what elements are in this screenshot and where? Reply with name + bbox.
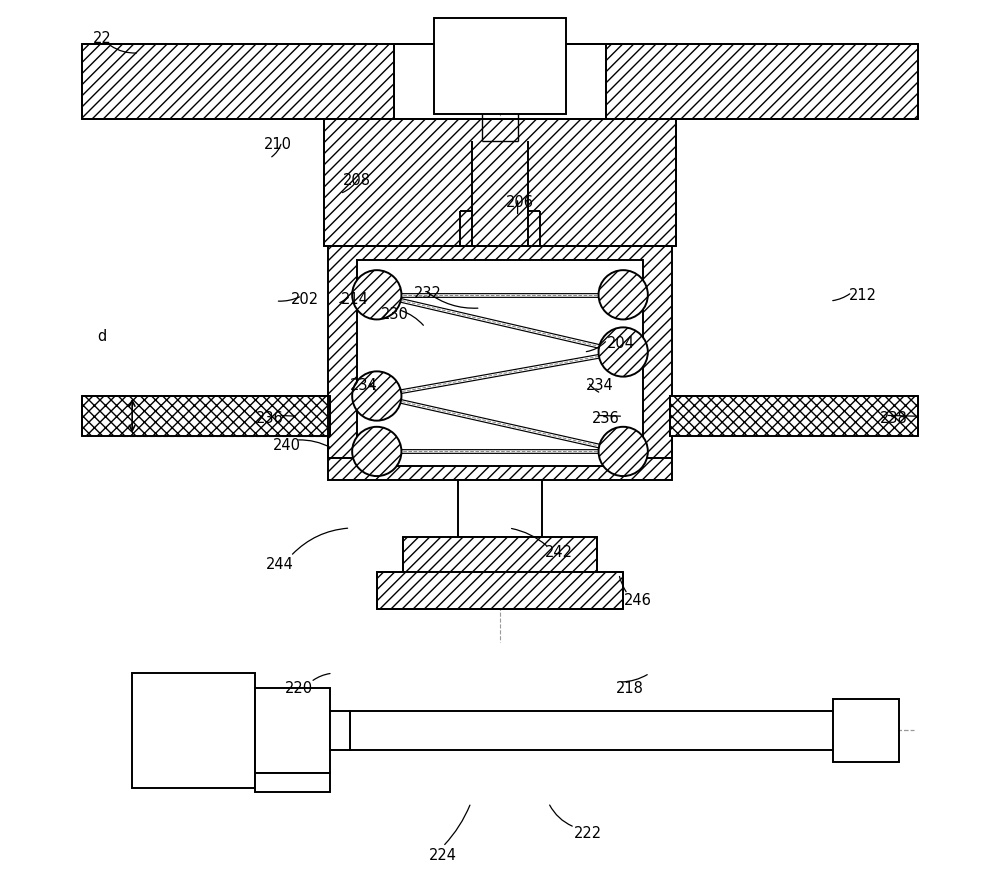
Bar [670,396,918,436]
Circle shape [599,327,648,377]
Text: d: d [98,328,107,344]
Bar [377,572,623,609]
Text: 212: 212 [849,288,877,304]
Text: 230: 230 [380,306,408,322]
Text: 222: 222 [574,825,602,841]
Text: 244: 244 [266,557,294,573]
Bar [82,44,394,119]
Circle shape [599,270,648,319]
Bar [434,18,566,114]
Text: 208: 208 [343,172,371,188]
Bar [833,699,899,762]
Text: 214: 214 [341,291,369,307]
Text: 242: 242 [545,545,573,561]
Bar [82,396,330,436]
Bar [324,119,676,246]
Bar [350,711,843,750]
Circle shape [352,270,401,319]
Bar [132,673,255,788]
Bar [255,773,330,792]
Text: 218: 218 [616,680,644,696]
Text: 240: 240 [273,437,301,453]
Text: 234: 234 [350,378,377,393]
Text: 236: 236 [592,411,619,427]
Text: 202: 202 [291,291,319,307]
Text: 236: 236 [256,411,283,427]
Text: 22: 22 [93,31,112,47]
Circle shape [599,427,648,476]
Text: 224: 224 [429,847,457,863]
Text: 232: 232 [414,286,442,302]
Text: 204: 204 [607,335,635,351]
Text: 210: 210 [264,136,292,152]
Circle shape [352,371,401,421]
Text: 246: 246 [624,592,652,608]
Bar [328,246,672,480]
Text: 220: 220 [285,680,313,696]
Bar [606,44,918,119]
Text: 206: 206 [506,194,534,210]
Circle shape [352,427,401,476]
Bar [357,260,643,466]
Text: 238: 238 [880,411,908,427]
Bar [458,480,542,537]
Bar [330,711,350,750]
Bar [255,688,330,773]
Text: 234: 234 [586,378,613,393]
Bar [403,537,597,572]
